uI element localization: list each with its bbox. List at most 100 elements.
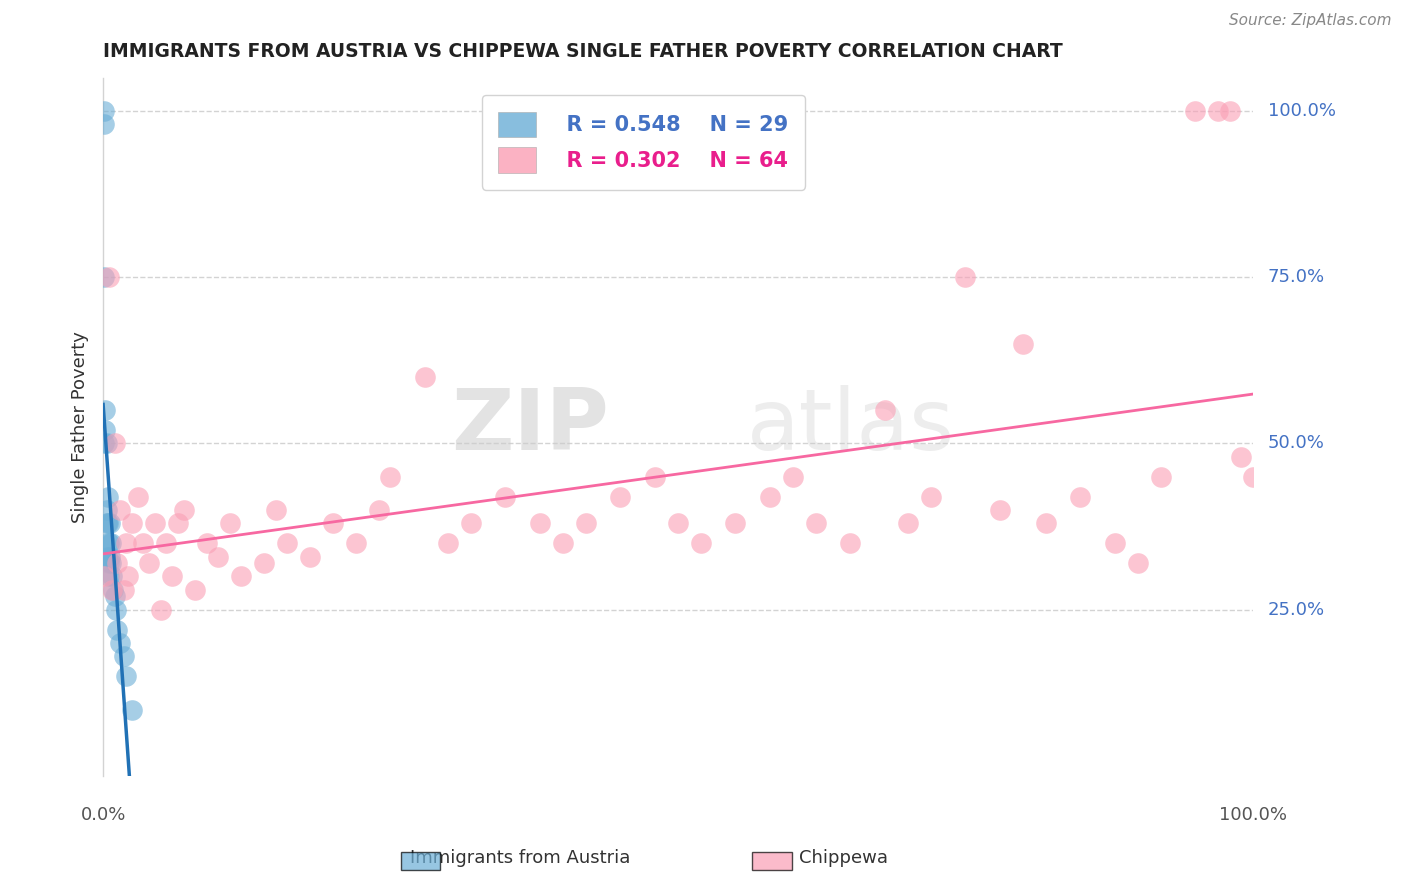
Point bbox=[97, 270, 120, 285]
Text: 0.0%: 0.0% bbox=[80, 806, 125, 824]
Point bbox=[100, 556, 122, 570]
Point bbox=[155, 536, 177, 550]
Point bbox=[368, 503, 391, 517]
Point bbox=[195, 536, 218, 550]
Point bbox=[98, 549, 121, 564]
Point bbox=[1206, 103, 1229, 118]
Point bbox=[112, 649, 135, 664]
Text: 50.0%: 50.0% bbox=[1268, 434, 1324, 452]
Point bbox=[276, 536, 298, 550]
Point bbox=[609, 490, 631, 504]
Point bbox=[96, 516, 118, 531]
Text: ZIP: ZIP bbox=[451, 385, 609, 468]
Point bbox=[460, 516, 482, 531]
Text: 75.0%: 75.0% bbox=[1268, 268, 1324, 286]
Text: 100.0%: 100.0% bbox=[1219, 806, 1286, 824]
Point bbox=[380, 469, 402, 483]
Point bbox=[93, 436, 115, 450]
Point bbox=[93, 117, 115, 131]
Point bbox=[184, 582, 207, 597]
Point bbox=[218, 516, 240, 531]
Point bbox=[96, 549, 118, 564]
Point bbox=[104, 590, 127, 604]
Point bbox=[110, 636, 132, 650]
Point bbox=[97, 516, 120, 531]
Point bbox=[100, 536, 122, 550]
Point bbox=[1035, 516, 1057, 531]
Point bbox=[138, 556, 160, 570]
Point bbox=[1241, 469, 1264, 483]
Point bbox=[1184, 103, 1206, 118]
Point bbox=[759, 490, 782, 504]
Text: 25.0%: 25.0% bbox=[1268, 600, 1324, 619]
Point bbox=[93, 270, 115, 285]
Point bbox=[97, 490, 120, 504]
Point bbox=[104, 436, 127, 450]
Point bbox=[103, 582, 125, 597]
Point bbox=[117, 569, 139, 583]
Point bbox=[1149, 469, 1171, 483]
Point bbox=[101, 569, 124, 583]
Point bbox=[299, 549, 322, 564]
Point bbox=[97, 536, 120, 550]
Point bbox=[94, 536, 117, 550]
Point bbox=[115, 536, 138, 550]
Point bbox=[96, 436, 118, 450]
Point bbox=[105, 623, 128, 637]
Legend:   R = 0.548    N = 29,   R = 0.302    N = 64: R = 0.548 N = 29, R = 0.302 N = 64 bbox=[481, 95, 806, 190]
Point bbox=[344, 536, 367, 550]
Point bbox=[121, 702, 143, 716]
Point bbox=[529, 516, 551, 531]
Point bbox=[1219, 103, 1241, 118]
Y-axis label: Single Father Poverty: Single Father Poverty bbox=[72, 331, 89, 523]
Text: 100.0%: 100.0% bbox=[1268, 102, 1336, 120]
Point bbox=[839, 536, 862, 550]
Point bbox=[666, 516, 689, 531]
Point bbox=[166, 516, 188, 531]
Point bbox=[229, 569, 252, 583]
Text: Source: ZipAtlas.com: Source: ZipAtlas.com bbox=[1229, 13, 1392, 29]
Point bbox=[1069, 490, 1091, 504]
Point bbox=[97, 556, 120, 570]
Point bbox=[149, 603, 172, 617]
Point bbox=[955, 270, 977, 285]
Point bbox=[689, 536, 711, 550]
Point bbox=[93, 103, 115, 118]
Point bbox=[724, 516, 747, 531]
Point bbox=[644, 469, 666, 483]
Point bbox=[94, 423, 117, 437]
Point bbox=[551, 536, 574, 550]
Point bbox=[1230, 450, 1253, 464]
Text: IMMIGRANTS FROM AUSTRIA VS CHIPPEWA SINGLE FATHER POVERTY CORRELATION CHART: IMMIGRANTS FROM AUSTRIA VS CHIPPEWA SING… bbox=[103, 42, 1063, 61]
Point bbox=[94, 403, 117, 417]
Text: Chippewa: Chippewa bbox=[799, 849, 889, 867]
Point bbox=[1104, 536, 1126, 550]
Point bbox=[264, 503, 287, 517]
Point bbox=[101, 582, 124, 597]
Point bbox=[96, 503, 118, 517]
Point bbox=[104, 603, 127, 617]
Point bbox=[93, 569, 115, 583]
Point bbox=[115, 669, 138, 683]
Point bbox=[98, 516, 121, 531]
Point bbox=[253, 556, 276, 570]
Point bbox=[804, 516, 827, 531]
Point bbox=[132, 536, 155, 550]
Point bbox=[897, 516, 920, 531]
Point bbox=[920, 490, 942, 504]
Point bbox=[988, 503, 1011, 517]
Text: atlas: atlas bbox=[747, 385, 955, 468]
Point bbox=[207, 549, 229, 564]
Point bbox=[437, 536, 460, 550]
Point bbox=[110, 503, 132, 517]
Text: Immigrants from Austria: Immigrants from Austria bbox=[411, 849, 630, 867]
Point bbox=[173, 503, 195, 517]
Point bbox=[575, 516, 598, 531]
Point bbox=[494, 490, 516, 504]
Point bbox=[105, 556, 128, 570]
Point bbox=[1126, 556, 1149, 570]
Point bbox=[322, 516, 344, 531]
Point bbox=[121, 516, 143, 531]
Point bbox=[127, 490, 149, 504]
Point bbox=[143, 516, 166, 531]
